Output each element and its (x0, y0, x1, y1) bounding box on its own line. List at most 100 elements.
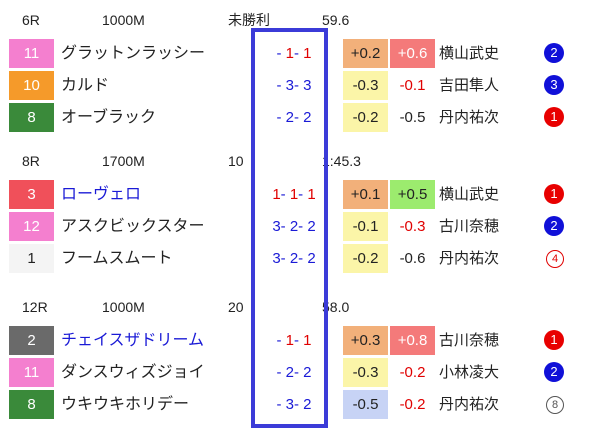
passing-order: - 1- 1 (258, 39, 330, 68)
passing-order-part: - (294, 77, 304, 94)
last-3f-diff-cell: -0.5 (399, 109, 426, 126)
popularity-rank: 2 (544, 216, 564, 236)
passing-order-part: 3 (272, 250, 281, 267)
time-diff-cell: -0.1 (343, 212, 388, 241)
passing-order-part: 2 (303, 396, 312, 413)
passing-order-part: - (280, 218, 290, 235)
last-3f-diff-cell: -0.3 (399, 218, 426, 235)
race-distance: 1000M (102, 299, 145, 315)
passing-order-part: 3 (285, 77, 294, 94)
passing-order-part: 1 (285, 332, 294, 349)
race-time: 1:45.3 (322, 153, 361, 169)
entry-row: 2 チェイスザドリーム - 1- 1 +0.3 +0.8 古川奈穂 1 (0, 326, 593, 355)
passing-order: 3- 2- 2 (258, 212, 330, 241)
horse-name-link[interactable]: ローヴェロ (61, 186, 142, 203)
jockey-name: 吉田隼人 (439, 77, 500, 94)
passing-order: 3- 2- 2 (258, 244, 330, 273)
passing-order-part: 2 (285, 109, 294, 126)
entry-row: 3 ローヴェロ 1- 1- 1 +0.1 +0.5 横山武史 1 (0, 180, 593, 209)
time-diff-cell: -0.3 (343, 71, 388, 100)
horse-name: フームスムート (61, 250, 173, 267)
jockey-name: 小林凌大 (439, 364, 500, 381)
horse-number-badge: 1 (9, 244, 54, 273)
entry-row: 1 フームスムート 3- 2- 2 -0.2 -0.6 丹内祐次 4 (0, 244, 593, 273)
passing-order-part: - (276, 332, 286, 349)
race-number: 8R (22, 153, 40, 169)
time-diff-cell: +0.2 (343, 39, 388, 68)
passing-order-part: 1 (307, 186, 316, 203)
entry-row: 11 ダンスウィズジョイ - 2- 2 -0.3 -0.2 小林凌大 2 (0, 358, 593, 387)
passing-order-part: 1 (272, 186, 281, 203)
horse-name: オーブラック (61, 109, 157, 126)
race-class: 未勝利 (228, 12, 270, 28)
popularity-rank: 4 (546, 250, 564, 268)
passing-order-part: - (276, 364, 286, 381)
horse-name: ダンスウィズジョイ (61, 364, 205, 381)
passing-order-part: 1 (303, 332, 312, 349)
passing-order: - 2- 2 (258, 358, 330, 387)
jockey-name: 横山武史 (439, 186, 500, 203)
jockey-name: 古川奈穂 (439, 332, 500, 349)
horse-number-badge: 8 (9, 103, 54, 132)
passing-order-part: - (298, 250, 308, 267)
horse-name: ウキウキホリデー (61, 396, 190, 413)
race-class: 20 (228, 299, 244, 315)
passing-order: - 3- 2 (258, 390, 330, 419)
passing-order-part: - (276, 396, 286, 413)
race-distance: 1000M (102, 12, 145, 28)
entry-row: 8 ウキウキホリデー - 3- 2 -0.5 -0.2 丹内祐次 8 (0, 390, 593, 419)
passing-order-part: 2 (303, 109, 312, 126)
passing-order-part: - (294, 109, 304, 126)
horse-number-badge: 2 (9, 326, 54, 355)
popularity-rank: 1 (544, 330, 564, 350)
last-3f-diff-cell: -0.1 (399, 77, 426, 94)
passing-order-part: 2 (289, 250, 299, 267)
passing-order-part: 3 (303, 77, 312, 94)
passing-order-part: - (276, 45, 286, 62)
last-3f-diff-cell: -0.2 (399, 364, 426, 381)
passing-order-part: 2 (303, 364, 312, 381)
time-diff-cell: -0.5 (343, 390, 388, 419)
popularity-rank: 3 (544, 75, 564, 95)
popularity-rank: 2 (544, 43, 564, 63)
time-diff-cell: -0.2 (343, 103, 388, 132)
passing-order-part: 2 (307, 250, 316, 267)
popularity-rank: 1 (544, 184, 564, 204)
race-class: 10 (228, 153, 244, 169)
entry-row: 11 グラットンラッシー - 1- 1 +0.2 +0.6 横山武史 2 (0, 39, 593, 68)
horse-name-link[interactable]: チェイスザドリーム (61, 332, 205, 349)
passing-order-part: - (294, 364, 304, 381)
race-number: 6R (22, 12, 40, 28)
passing-order-part: 2 (285, 364, 294, 381)
horse-number-badge: 11 (9, 39, 54, 68)
last-3f-diff-cell: +0.8 (390, 326, 435, 355)
jockey-name: 横山武史 (439, 45, 500, 62)
horse-name: アスクビックスター (61, 218, 205, 235)
passing-order-part: - (280, 250, 290, 267)
entry-row: 12 アスクビックスター 3- 2- 2 -0.1 -0.3 古川奈穂 2 (0, 212, 593, 241)
entry-row: 8 オーブラック - 2- 2 -0.2 -0.5 丹内祐次 1 (0, 103, 593, 132)
popularity-rank: 1 (544, 107, 564, 127)
last-3f-diff-cell: -0.6 (399, 250, 426, 267)
passing-order: - 2- 2 (258, 103, 330, 132)
horse-number-badge: 11 (9, 358, 54, 387)
passing-order-part: 3 (285, 396, 294, 413)
race-time: 58.0 (322, 299, 350, 315)
passing-order-part: - (276, 77, 286, 94)
passing-order-part: - (276, 109, 286, 126)
passing-order: - 1- 1 (258, 326, 330, 355)
horse-number-badge: 12 (9, 212, 54, 241)
passing-order-part: - (294, 332, 304, 349)
horse-number-badge: 8 (9, 390, 54, 419)
race-distance: 1700M (102, 153, 145, 169)
horse-number-badge: 10 (9, 71, 54, 100)
passing-order-part: 1 (303, 45, 312, 62)
passing-order-part: 2 (307, 218, 316, 235)
last-3f-diff-cell: -0.2 (399, 396, 426, 413)
passing-order-part: - (298, 218, 308, 235)
jockey-name: 古川奈穂 (439, 218, 500, 235)
jockey-name: 丹内祐次 (439, 250, 500, 267)
race-number: 12R (22, 299, 48, 315)
passing-order-part: - (294, 45, 304, 62)
horse-name: カルド (61, 77, 110, 94)
